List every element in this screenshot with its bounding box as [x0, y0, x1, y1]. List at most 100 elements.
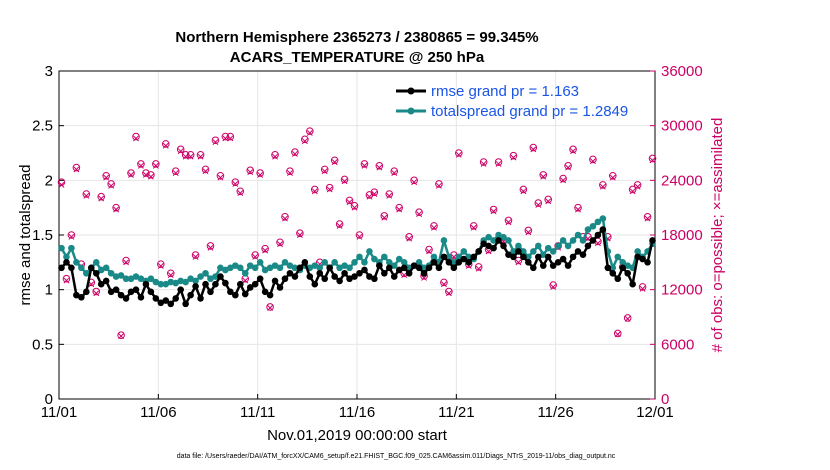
totalspread-point	[202, 269, 209, 277]
obs-possible-marker	[529, 143, 538, 152]
rmse-point	[137, 294, 145, 301]
rmse-point	[609, 269, 617, 277]
obs-assimilated-marker	[247, 169, 254, 176]
obs-assimilated-stroke	[202, 168, 209, 175]
obs-assimilated-marker	[137, 162, 144, 169]
totalspread-point	[207, 275, 214, 283]
obs-possible-marker	[534, 199, 543, 207]
obs-assimilated-stroke	[530, 146, 537, 153]
obs-possible-marker	[92, 287, 101, 296]
obs-assimilated-marker	[172, 170, 179, 176]
obs-possible-marker	[589, 155, 597, 164]
totalspread-point	[415, 259, 423, 266]
obs-assimilated-stroke	[411, 179, 418, 186]
obs-assimilated-marker	[301, 138, 308, 145]
rmse-point	[440, 253, 448, 261]
rmse-point	[251, 280, 259, 288]
obs-possible-marker	[137, 160, 145, 168]
rmse-point	[187, 291, 194, 299]
obs-assimilated-marker	[644, 215, 651, 222]
y-tick-left-label: 2.5	[32, 118, 53, 135]
obs-assimilated-stroke	[232, 181, 239, 187]
obs-possible-marker	[176, 145, 185, 154]
obs-possible-marker	[395, 203, 404, 212]
rmse-point	[227, 288, 234, 296]
totalspread-point	[182, 278, 189, 286]
y-axis-right-label: # of obs: o=possible; ×=assimilated	[709, 118, 726, 353]
rmse-point	[331, 273, 338, 280]
totalspread-point	[281, 259, 289, 266]
obs-possible-marker	[82, 190, 91, 198]
rmse-point	[266, 291, 274, 299]
obs-possible-marker	[544, 195, 553, 204]
obs-assimilated-marker	[545, 198, 552, 205]
obs-assimilated-stroke	[361, 162, 368, 169]
obs-possible-marker	[152, 160, 160, 168]
rmse-series	[58, 226, 656, 308]
obs-possible-marker	[549, 281, 557, 289]
totalspread-point	[83, 269, 90, 277]
obs-assimilated-marker	[495, 160, 502, 167]
rmse-point	[346, 275, 353, 283]
totalspread-point	[559, 237, 567, 244]
obs-assimilated-stroke	[113, 206, 120, 213]
obs-possible-marker	[157, 260, 165, 268]
obs-possible-marker	[62, 274, 71, 283]
rmse-point	[192, 283, 199, 290]
rmse-point	[520, 253, 527, 261]
totalspread-point	[390, 262, 398, 269]
obs-assimilated-stroke	[515, 259, 522, 266]
rmse-point	[624, 269, 631, 277]
rmse-point	[460, 255, 468, 263]
totalspread-point	[544, 244, 552, 252]
obs-assimilated-stroke	[212, 139, 219, 146]
obs-assimilated-marker	[540, 173, 547, 180]
rmse-point	[455, 259, 463, 266]
totalspread-point	[122, 275, 130, 283]
rmse-point	[63, 259, 70, 266]
totalspread-point	[400, 259, 408, 266]
obs-assimilated-marker	[286, 170, 293, 176]
obs-possible-marker	[67, 231, 76, 239]
obs-assimilated-marker	[634, 183, 641, 190]
totalspread-point	[68, 244, 75, 252]
rmse-point	[78, 294, 85, 301]
obs-possible-marker	[335, 220, 344, 228]
obs-assimilated-stroke	[490, 208, 497, 215]
y-tick-left-label: 3	[45, 63, 53, 80]
obs-assimilated-marker	[202, 168, 209, 175]
obs-assimilated-stroke	[301, 138, 308, 145]
obs-possible-marker	[296, 229, 304, 237]
obs-assimilated-marker	[331, 159, 338, 166]
totalspread-point	[346, 264, 353, 272]
totalspread-point	[574, 231, 582, 239]
obs-assimilated-stroke	[157, 263, 164, 269]
totalspread-point	[609, 264, 617, 272]
obs-possible-marker	[310, 185, 319, 194]
obs-assimilated-marker	[63, 277, 70, 284]
obs-assimilated-marker	[515, 259, 522, 266]
obs-assimilated-marker	[346, 199, 353, 206]
rmse-point	[356, 269, 363, 277]
obs-possible-marker	[132, 132, 140, 141]
totalspread-point	[530, 248, 537, 255]
y-axis-left-label: rmse and totalspread	[17, 165, 34, 306]
obs-possible-marker	[142, 169, 150, 177]
rmse-point	[415, 264, 423, 272]
obs-assimilated-stroke	[614, 331, 621, 338]
obs-possible-markers	[57, 127, 657, 340]
rmse-point	[515, 248, 522, 255]
rmse-point	[68, 264, 75, 272]
obs-assimilated-marker	[147, 173, 154, 180]
legend-spread-label: totalspread grand pr = 1.2849	[431, 103, 628, 120]
obs-possible-marker	[504, 216, 513, 225]
obs-assimilated-marker	[128, 171, 134, 178]
obs-assimilated-stroke	[177, 148, 184, 155]
totalspread-point	[634, 248, 641, 255]
obs-assimilated-marker	[431, 224, 437, 231]
rmse-point	[361, 266, 368, 274]
obs-possible-marker	[524, 226, 533, 235]
obs-assimilated-stroke	[346, 199, 353, 206]
rmse-point	[420, 269, 428, 277]
